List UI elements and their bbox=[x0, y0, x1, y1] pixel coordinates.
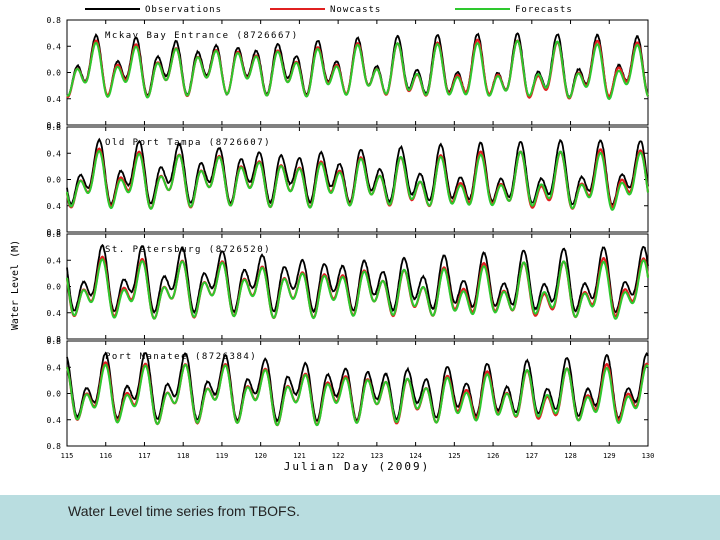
y-tick-label-1-2: 0.0 bbox=[47, 176, 62, 185]
x-tick-label-1: 116 bbox=[99, 452, 112, 460]
y-tick-label-0-1: 0.4 bbox=[47, 42, 62, 51]
y-tick-label-2-3: 0.4 bbox=[47, 309, 62, 318]
series-forecasts-2 bbox=[66, 258, 649, 320]
y-tick-label-2-0: 0.8 bbox=[47, 230, 62, 239]
x-tick-label-5: 120 bbox=[254, 452, 267, 460]
y-tick-label-1-0: 0.8 bbox=[47, 123, 62, 132]
station-label-3: Port Manatee (8726384) bbox=[105, 352, 257, 362]
y-tick-label-2-1: 0.4 bbox=[47, 256, 62, 265]
x-tick-label-7: 122 bbox=[332, 452, 345, 460]
y-axis-label: Water Level (M) bbox=[10, 240, 21, 330]
x-tick-label-4: 119 bbox=[216, 452, 229, 460]
series-forecasts-3 bbox=[66, 363, 649, 427]
y-tick-label-1-1: 0.4 bbox=[47, 149, 62, 158]
y-tick-label-3-2: 0.0 bbox=[47, 390, 62, 399]
y-tick-label-2-2: 0.0 bbox=[47, 283, 62, 292]
series-forecasts-1 bbox=[66, 149, 649, 211]
legend-label-1: Nowcasts bbox=[330, 5, 381, 15]
y-tick-label-0-0: 0.8 bbox=[47, 16, 62, 25]
y-tick-label-1-3: 0.4 bbox=[47, 202, 62, 211]
x-tick-label-13: 128 bbox=[564, 452, 577, 460]
series-forecasts-0 bbox=[66, 39, 649, 101]
x-tick-label-9: 124 bbox=[409, 452, 422, 460]
legend: Observations Nowcasts Forecasts bbox=[85, 5, 573, 15]
x-tick-label-2: 117 bbox=[138, 452, 151, 460]
x-tick-label-3: 118 bbox=[177, 452, 190, 460]
y-tick-label-3-0: 0.8 bbox=[47, 337, 62, 346]
y-tick-label-0-2: 0.0 bbox=[47, 69, 62, 78]
caption-bar: Water Level time series from TBOFS. bbox=[0, 495, 720, 540]
x-tick-label-14: 129 bbox=[603, 452, 616, 460]
x-tick-label-0: 115 bbox=[61, 452, 74, 460]
chart-panels: 0.8 0.4 0.0 0.4 0.8 Mckay Bay Entrance (87266… bbox=[47, 16, 650, 451]
x-tick-label-8: 123 bbox=[371, 452, 384, 460]
legend-label-0: Observations bbox=[145, 5, 222, 15]
y-tick-label-3-4: 0.8 bbox=[47, 442, 62, 451]
series-observations-1 bbox=[66, 137, 649, 207]
x-axis-label: Julian Day (2009) bbox=[284, 460, 431, 473]
caption-text: Water Level time series from TBOFS. bbox=[68, 503, 300, 519]
y-tick-label-3-3: 0.4 bbox=[47, 416, 62, 425]
station-label-2: St. Petersburg (8726520) bbox=[105, 245, 271, 255]
water-level-figure: Observations Nowcasts Forecasts 0.80.40.00… bbox=[10, 5, 655, 473]
legend-label-2: Forecasts bbox=[515, 5, 573, 15]
x-tick-label-12: 127 bbox=[525, 452, 538, 460]
x-tick-label-10: 125 bbox=[448, 452, 461, 460]
y-tick-label-1-4: 0.8 bbox=[47, 228, 62, 237]
x-tick-label-11: 126 bbox=[487, 452, 500, 460]
y-tick-label-0-3: 0.4 bbox=[47, 95, 62, 104]
y-tick-label-3-1: 0.4 bbox=[47, 363, 62, 372]
x-axis-ticks: 115 116 117 118 119 120 121 122 123 124 125 126 127 1… bbox=[61, 452, 655, 460]
station-label-1: Old Port Tampa (8726607) bbox=[105, 138, 271, 148]
x-tick-label-15: 130 bbox=[642, 452, 655, 460]
station-label-0: Mckay Bay Entrance (8726667) bbox=[105, 31, 299, 41]
x-tick-label-6: 121 bbox=[293, 452, 306, 460]
y-tick-label-2-4: 0.8 bbox=[47, 335, 62, 344]
y-tick-label-0-4: 0.8 bbox=[47, 121, 62, 130]
